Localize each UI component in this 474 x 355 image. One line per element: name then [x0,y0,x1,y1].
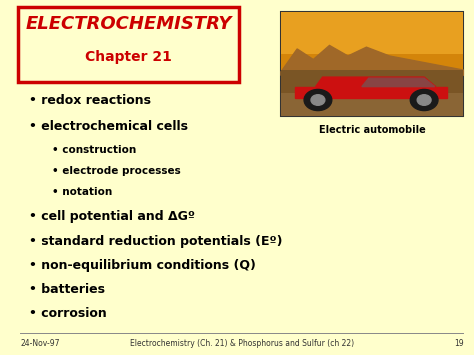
Text: • batteries: • batteries [29,283,105,296]
Text: Electric automobile: Electric automobile [319,125,425,135]
Text: • redox reactions: • redox reactions [29,93,151,106]
Text: Chapter 21: Chapter 21 [85,50,172,64]
Circle shape [410,89,438,110]
Bar [281,93,464,116]
Polygon shape [281,45,464,75]
Circle shape [417,95,431,105]
Text: ELECTROCHEMISTRY: ELECTROCHEMISTRY [26,15,232,33]
Bar [281,12,464,54]
Text: • electrode processes: • electrode processes [53,166,181,176]
Circle shape [311,95,325,105]
Text: • notation: • notation [53,187,113,197]
Text: • non-equilibrium conditions (Q): • non-equilibrium conditions (Q) [29,259,256,272]
Text: • construction: • construction [53,145,137,155]
Bar [281,12,464,75]
FancyBboxPatch shape [18,7,239,82]
Polygon shape [295,87,447,98]
Text: • corrosion: • corrosion [29,307,107,320]
FancyBboxPatch shape [281,12,464,116]
Text: Electrochemistry (Ch. 21) & Phosphorus and Sulfur (ch 22): Electrochemistry (Ch. 21) & Phosphorus a… [130,339,354,348]
Text: • electrochemical cells: • electrochemical cells [29,120,188,133]
Bar [281,70,464,116]
Text: 24-Nov-97: 24-Nov-97 [20,339,60,348]
Polygon shape [362,78,435,87]
Circle shape [304,89,332,110]
Text: 19: 19 [454,339,464,348]
Text: • cell potential and ΔGº: • cell potential and ΔGº [29,211,195,223]
Polygon shape [316,77,436,87]
Text: • standard reduction potentials (Eº): • standard reduction potentials (Eº) [29,235,283,248]
